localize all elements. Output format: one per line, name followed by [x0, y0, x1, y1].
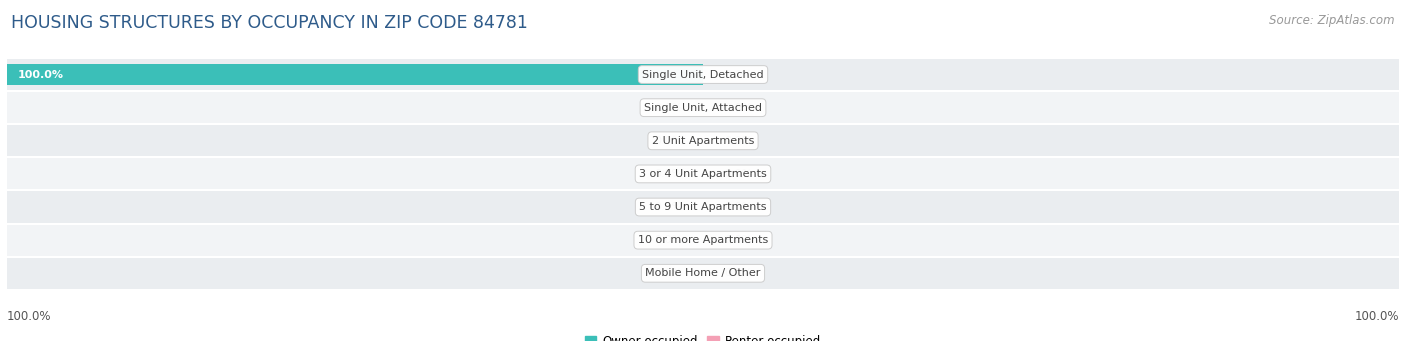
Bar	[0, 58, 1406, 91]
Text: 0.0%: 0.0%	[724, 235, 752, 245]
Text: 0.0%: 0.0%	[724, 70, 752, 79]
Bar	[0, 224, 1406, 257]
Text: 2 Unit Apartments: 2 Unit Apartments	[652, 136, 754, 146]
Text: Single Unit, Attached: Single Unit, Attached	[644, 103, 762, 113]
Text: 100.0%: 100.0%	[1354, 310, 1399, 323]
Text: 0.0%: 0.0%	[724, 103, 752, 113]
Bar	[0, 257, 1406, 290]
Bar	[0, 191, 1406, 224]
Text: 100.0%: 100.0%	[7, 310, 52, 323]
Text: 5 to 9 Unit Apartments: 5 to 9 Unit Apartments	[640, 202, 766, 212]
Bar	[0, 157, 1406, 191]
Text: 100.0%: 100.0%	[17, 70, 63, 79]
Text: 0.0%: 0.0%	[654, 136, 682, 146]
Text: 0.0%: 0.0%	[654, 235, 682, 245]
Text: Mobile Home / Other: Mobile Home / Other	[645, 268, 761, 278]
Text: 0.0%: 0.0%	[724, 268, 752, 278]
Text: 0.0%: 0.0%	[654, 268, 682, 278]
Text: Single Unit, Detached: Single Unit, Detached	[643, 70, 763, 79]
Bar	[7, 64, 703, 85]
Legend: Owner-occupied, Renter-occupied: Owner-occupied, Renter-occupied	[579, 330, 827, 341]
Text: HOUSING STRUCTURES BY OCCUPANCY IN ZIP CODE 84781: HOUSING STRUCTURES BY OCCUPANCY IN ZIP C…	[11, 14, 529, 32]
Text: 0.0%: 0.0%	[724, 202, 752, 212]
Bar	[0, 124, 1406, 157]
Text: Source: ZipAtlas.com: Source: ZipAtlas.com	[1270, 14, 1395, 27]
Text: 0.0%: 0.0%	[654, 202, 682, 212]
Text: 10 or more Apartments: 10 or more Apartments	[638, 235, 768, 245]
Text: 0.0%: 0.0%	[654, 169, 682, 179]
Text: 0.0%: 0.0%	[724, 169, 752, 179]
Text: 0.0%: 0.0%	[724, 136, 752, 146]
Text: 0.0%: 0.0%	[654, 103, 682, 113]
Bar	[0, 91, 1406, 124]
Text: 3 or 4 Unit Apartments: 3 or 4 Unit Apartments	[640, 169, 766, 179]
